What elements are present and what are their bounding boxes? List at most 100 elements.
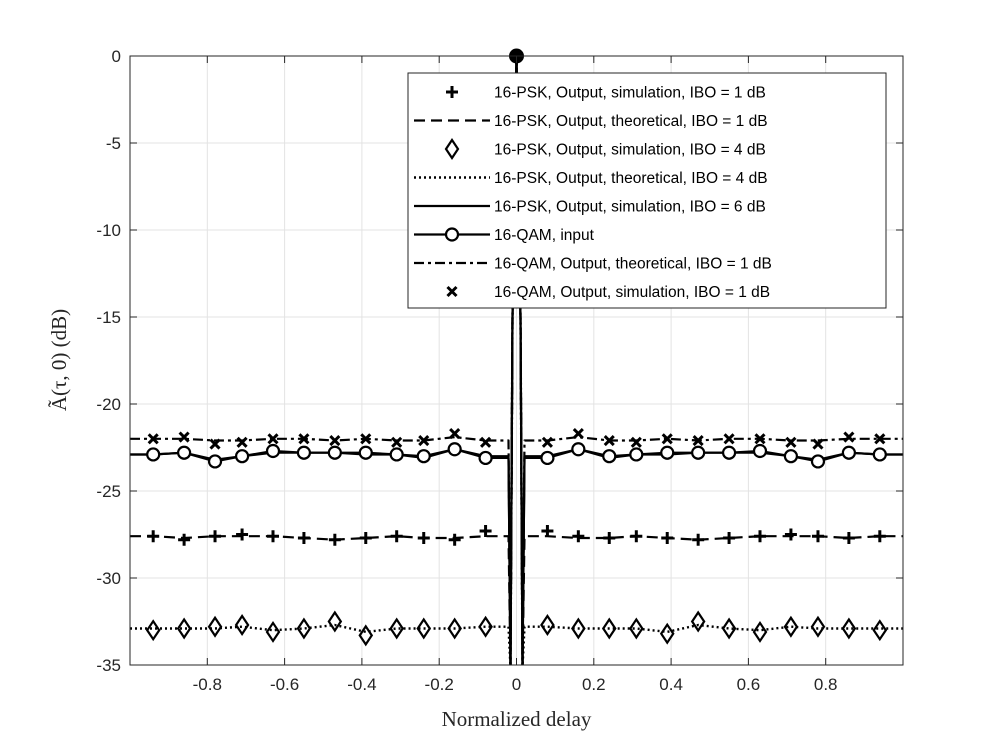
diamond-marker	[571, 617, 586, 640]
x-marker	[541, 436, 553, 448]
circle-marker	[296, 445, 312, 460]
circle-marker	[629, 447, 644, 462]
x-marker	[418, 434, 430, 447]
x-marker	[812, 438, 824, 450]
y-tick-label: -35	[96, 656, 121, 675]
plus-marker	[479, 525, 492, 538]
diamond-marker	[296, 617, 312, 640]
diamond-marker	[444, 138, 460, 160]
circle-marker	[602, 449, 617, 464]
legend-entry: 16-PSK, Output, simulation, IBO = 1 dB	[494, 85, 766, 102]
x-axis-label: Normalized delay	[442, 707, 592, 731]
x-marker	[449, 428, 461, 440]
circle-marker	[416, 449, 431, 464]
axis-ticks: -0.8 -0.6 -0.4 -0.2 0 0.2 0.4 0.6 0.8 0 -5 -10 -15 -2…	[96, 47, 903, 694]
diamond-marker	[265, 620, 281, 643]
y-tick-label: -5	[106, 134, 121, 153]
circle-marker	[327, 445, 342, 460]
diamond-marker	[690, 610, 706, 633]
series-line	[130, 56, 903, 665]
x-marker	[209, 438, 221, 450]
x-tick-label: -0.8	[193, 675, 222, 694]
series-layer	[130, 48, 903, 665]
x-tick-label: 0.6	[737, 675, 761, 694]
circle-marker	[444, 227, 460, 242]
y-tick-label: -15	[96, 308, 121, 327]
x-tick-label: -0.4	[347, 675, 376, 694]
x-marker	[785, 436, 797, 448]
plus-marker	[448, 533, 461, 546]
x-tick-label: 0.4	[659, 675, 683, 694]
circle-marker	[691, 445, 706, 460]
diamond-marker	[841, 617, 857, 640]
x-marker	[630, 436, 642, 448]
x-marker	[754, 433, 766, 445]
circle-marker	[721, 445, 737, 460]
x-marker	[446, 285, 458, 298]
series-2	[145, 610, 888, 647]
legend-entry: 16-QAM, Output, theoretical, IBO = 1 dB	[494, 256, 772, 273]
y-tick-label: -20	[96, 395, 121, 414]
series-5	[130, 56, 903, 665]
circle-marker	[146, 447, 161, 462]
circle-marker	[752, 443, 768, 459]
circle-marker	[783, 449, 799, 464]
circle-marker	[358, 445, 373, 460]
diamond-marker	[416, 617, 432, 640]
diamond-marker	[478, 615, 493, 638]
diamond-marker	[540, 613, 555, 636]
series-6	[130, 56, 903, 665]
series-line	[130, 56, 903, 665]
diamond-marker	[628, 617, 644, 640]
legend-box	[407, 72, 887, 309]
circle-marker	[872, 447, 887, 462]
diamond-marker	[207, 615, 223, 638]
diamond-marker	[145, 619, 161, 642]
x-tick-label: 0.8	[814, 675, 838, 694]
y-tick-label: 0	[112, 47, 121, 66]
plus-marker	[236, 528, 249, 541]
diamond-marker	[752, 620, 768, 643]
circle-marker	[660, 445, 675, 460]
series-line	[130, 56, 903, 665]
circle-marker	[478, 450, 493, 466]
y-axis-label: Ã(τ, 0) (dB)	[47, 309, 71, 411]
circle-marker	[540, 450, 555, 466]
x-marker	[236, 436, 248, 448]
circle-marker	[177, 445, 192, 460]
x-marker	[360, 433, 372, 445]
x-marker	[692, 434, 704, 447]
x-marker	[480, 436, 492, 448]
x-marker	[329, 434, 341, 447]
diamond-marker	[601, 617, 617, 640]
legend-entry: 16-PSK, Output, theoretical, IBO = 1 dB	[494, 113, 768, 130]
circle-marker	[571, 442, 586, 457]
x-marker	[391, 436, 403, 448]
x-marker	[178, 431, 190, 443]
plus-marker	[784, 528, 797, 541]
circle-marker	[265, 443, 281, 459]
y-tick-label: -30	[96, 569, 121, 588]
x-marker	[298, 433, 310, 445]
circle-marker	[389, 447, 404, 462]
x-marker	[874, 433, 886, 445]
plus-marker	[572, 530, 585, 543]
diamond-marker	[176, 617, 192, 640]
plus-marker	[446, 86, 458, 98]
diamond-marker	[327, 610, 343, 633]
y-tick-label: -10	[96, 221, 121, 240]
legend-entry: 16-QAM, Output, simulation, IBO = 1 dB	[494, 284, 770, 301]
x-tick-label: 0.2	[582, 675, 606, 694]
diamond-marker	[234, 613, 250, 636]
x-tick-label: -0.2	[425, 675, 454, 694]
circle-marker	[447, 442, 462, 457]
x-tick-label: -0.6	[270, 675, 299, 694]
x-marker	[723, 433, 735, 445]
diamond-marker	[783, 615, 799, 638]
x-marker	[661, 433, 673, 445]
x-marker	[267, 433, 279, 445]
x-marker	[572, 428, 584, 440]
series-7	[147, 428, 886, 450]
y-tick-label: -25	[96, 482, 121, 501]
